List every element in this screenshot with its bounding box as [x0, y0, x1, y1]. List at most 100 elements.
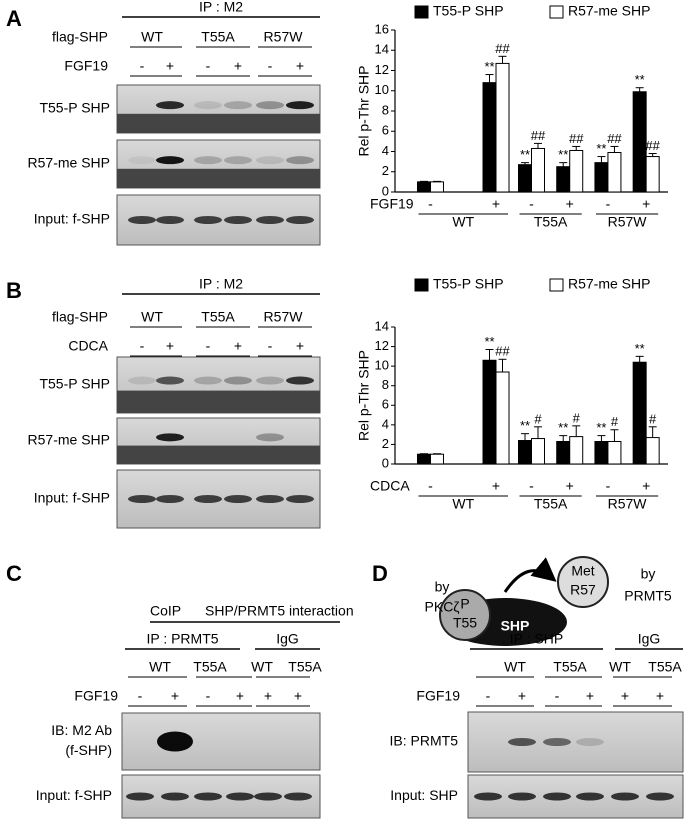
row-item: + [518, 688, 526, 704]
bar [429, 453, 444, 465]
legend-swatch [549, 278, 564, 292]
y-tick-label: 14 [375, 42, 389, 57]
blot-label: IB: M2 Ab [51, 722, 112, 738]
row-item: + [294, 688, 302, 704]
bar [416, 181, 431, 193]
y-axis-label: Rel p-Thr SHP [356, 65, 372, 156]
blot-band [286, 156, 314, 165]
row-label: CDCA [68, 338, 108, 354]
row-item: R57W [264, 29, 304, 45]
blot-band [128, 376, 156, 385]
x-tick-label: + [566, 196, 574, 212]
blot-band [286, 216, 314, 224]
x-group-label: T55A [534, 496, 568, 512]
row-item: WT [141, 309, 163, 325]
blot-band [194, 792, 222, 801]
row-item: + [656, 688, 664, 704]
row-item: T55A [553, 659, 587, 675]
y-tick-label: 16 [375, 21, 389, 36]
site-label: Met [571, 563, 594, 579]
blot-band [286, 376, 314, 385]
row-item: + [586, 688, 594, 704]
x-group-label: WT [452, 214, 474, 230]
significance-label: # [534, 411, 542, 426]
x-tick-label: + [642, 196, 650, 212]
y-tick-label: 14 [375, 318, 389, 333]
significance-label: ## [531, 128, 546, 143]
blot-band [224, 101, 252, 110]
y-tick-label: 8 [382, 377, 389, 392]
site-label: R57 [570, 582, 596, 598]
row-item: + [166, 338, 174, 354]
bar [482, 82, 497, 193]
blot-band [543, 792, 571, 801]
bar [416, 453, 431, 465]
blot-band [224, 156, 252, 165]
blot-band [286, 101, 314, 110]
y-tick-label: 4 [382, 143, 389, 158]
row-item: WT [504, 659, 526, 675]
blot-band [156, 101, 184, 110]
legend-label: T55-P SHP [433, 3, 504, 19]
row-label: flag-SHP [52, 29, 108, 45]
panel-letter: D [372, 561, 388, 586]
significance-label: ** [596, 141, 606, 156]
blot-band [256, 433, 284, 442]
row-item: + [171, 688, 179, 704]
row-item: T55A [288, 659, 322, 675]
row-item: WT [141, 29, 163, 45]
x-group-label: T55A [534, 214, 568, 230]
blot-label: Input: f-SHP [34, 211, 110, 227]
significance-label: ** [520, 418, 530, 433]
y-tick-label: 0 [382, 183, 389, 198]
blot-band [286, 495, 314, 503]
bar [569, 149, 584, 193]
blot-band [194, 495, 222, 503]
bar [594, 162, 609, 193]
bar [495, 62, 510, 193]
blot-label: R57-me SHP [28, 155, 110, 171]
blot-label: Input: f-SHP [34, 490, 110, 506]
ip-header: IP : M2 [199, 0, 243, 15]
enzyme-label: by [435, 579, 450, 595]
row-item: T55A [193, 659, 227, 675]
blot-band [156, 495, 184, 503]
ip-header: IP : PRMT5 [146, 631, 218, 647]
blot-band [156, 433, 184, 442]
bar [518, 164, 532, 193]
enzyme-label: by [641, 566, 656, 582]
row-item: + [236, 688, 244, 704]
ip-header: IP : SHP [510, 631, 563, 647]
panel-letter: A [6, 6, 22, 31]
bar [594, 440, 609, 465]
row-label: FGF19 [64, 58, 108, 74]
coip-label: CoIP [150, 603, 181, 619]
panel-letter: C [6, 561, 22, 586]
x-tick-label: - [529, 478, 534, 494]
significance-label: ** [520, 147, 530, 162]
row-item: - [140, 338, 145, 354]
blot-band [194, 216, 222, 224]
bar [569, 436, 584, 465]
blot-band [576, 792, 604, 801]
x-tick-label: - [428, 478, 433, 494]
blot-band [224, 495, 252, 503]
ip-header: IgG [638, 631, 661, 647]
x-tick-label: + [492, 196, 500, 212]
row-item: WT [149, 659, 171, 675]
blot-band [126, 792, 154, 801]
blot-band [576, 738, 604, 746]
blot-label: IB: PRMT5 [390, 733, 459, 749]
blot-band [224, 376, 252, 385]
significance-label: ** [558, 420, 568, 435]
blot-band [194, 101, 222, 110]
blot-label: Input: SHP [390, 787, 458, 803]
legend-swatch [549, 5, 564, 19]
x-tick-label: - [606, 478, 611, 494]
y-axis-label: Rel p-Thr SHP [356, 350, 372, 441]
row-label: flag-SHP [52, 309, 108, 325]
bar [531, 147, 545, 193]
bar [556, 440, 571, 465]
row-item: + [234, 338, 242, 354]
blot-band [128, 156, 156, 165]
